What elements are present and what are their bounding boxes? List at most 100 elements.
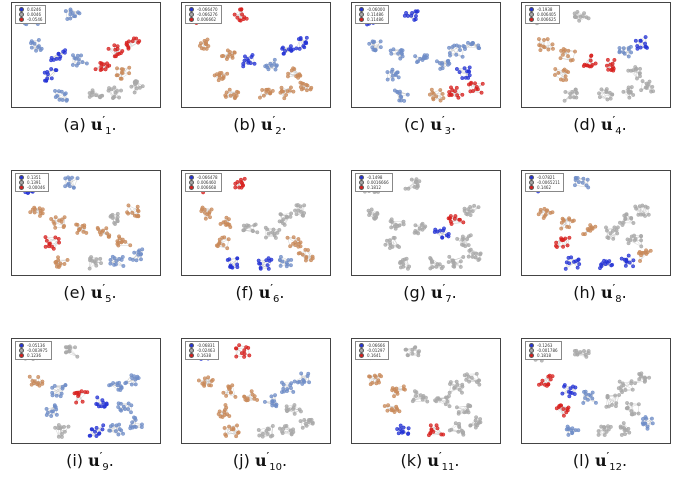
graph-node xyxy=(135,87,138,90)
graph-node xyxy=(223,408,226,411)
graph-node xyxy=(442,96,445,99)
graph-node xyxy=(278,258,281,261)
graph-node xyxy=(448,216,451,219)
graph-node xyxy=(131,39,134,42)
graph-node xyxy=(76,231,79,234)
graph-node xyxy=(602,259,605,262)
graph-node xyxy=(76,355,79,358)
graph-node xyxy=(135,259,138,262)
graph-node xyxy=(557,71,560,74)
node-cluster xyxy=(428,256,444,270)
caption-vector: u′ xyxy=(88,451,102,470)
graph-node xyxy=(204,40,207,43)
node-cluster xyxy=(634,35,649,50)
graph-node xyxy=(286,75,289,78)
graph-node xyxy=(413,185,416,188)
graph-node xyxy=(235,355,238,358)
graph-node xyxy=(113,44,116,47)
graph-node xyxy=(644,249,647,252)
graph-node xyxy=(93,430,96,433)
graph-node xyxy=(117,433,120,436)
graph-node xyxy=(606,58,609,61)
graph-node xyxy=(632,221,635,224)
graph-node xyxy=(139,252,142,255)
graph-node xyxy=(236,91,239,94)
caption-vector: u′ xyxy=(601,115,615,134)
graph-node xyxy=(243,349,246,352)
graph-node xyxy=(113,256,116,259)
graph-node xyxy=(70,176,73,179)
node-cluster xyxy=(581,223,597,235)
graph-node xyxy=(577,19,580,22)
graph-node xyxy=(289,212,292,215)
graph-node xyxy=(304,248,307,251)
graph-node xyxy=(464,212,467,215)
graph-node xyxy=(100,65,103,68)
graph-node xyxy=(233,13,236,16)
graph-node xyxy=(644,45,647,48)
graph-node xyxy=(606,98,609,101)
graph-node xyxy=(407,265,410,268)
graph-node xyxy=(67,425,70,428)
graph-node xyxy=(474,252,477,255)
node-cluster xyxy=(107,86,123,100)
graph-node xyxy=(394,72,397,75)
graph-node xyxy=(458,48,461,51)
graph-node xyxy=(439,99,442,102)
graph-node xyxy=(465,237,468,240)
graph-node xyxy=(585,184,588,187)
graph-node xyxy=(636,47,639,50)
graph-node xyxy=(53,89,56,92)
graph-node xyxy=(123,407,126,410)
graph-node xyxy=(611,93,614,96)
graph-node xyxy=(58,57,61,60)
legend-entry: 0.1462 xyxy=(529,185,560,190)
graph-node xyxy=(231,54,234,57)
graph-node xyxy=(53,222,56,225)
graph-node xyxy=(91,91,94,94)
graph-node xyxy=(94,94,97,97)
graph-node xyxy=(94,67,97,70)
legend-value: 0.1812 xyxy=(367,185,381,190)
graph-node xyxy=(305,89,308,92)
graph-node xyxy=(201,206,204,209)
graph-node xyxy=(638,67,641,70)
graph-node xyxy=(559,227,562,230)
graph-node xyxy=(274,404,277,407)
graph-node xyxy=(121,71,124,74)
graph-node xyxy=(598,95,601,98)
graph-node xyxy=(581,232,584,235)
graph-node xyxy=(36,383,39,386)
node-cluster xyxy=(455,234,472,248)
graph-node xyxy=(612,67,615,70)
graph-node xyxy=(235,257,238,260)
graph-node xyxy=(297,209,300,212)
graph-node xyxy=(453,265,456,268)
node-cluster xyxy=(125,204,140,218)
graph-node xyxy=(299,419,302,422)
graph-node xyxy=(116,382,119,385)
node-cluster xyxy=(404,345,421,357)
graph-node xyxy=(134,425,137,428)
graph-node xyxy=(111,96,114,99)
graph-node xyxy=(627,242,630,245)
graph-node xyxy=(266,263,269,266)
graph-node xyxy=(554,241,557,244)
graph-node xyxy=(624,217,627,220)
graph-node xyxy=(571,58,574,61)
graph-node xyxy=(402,99,405,102)
node-cluster xyxy=(198,38,210,51)
graph-node xyxy=(616,226,619,229)
graph-node xyxy=(282,390,285,393)
graph-node xyxy=(537,37,540,40)
graph-node xyxy=(54,68,57,71)
graph-node xyxy=(240,180,243,183)
graph-node xyxy=(55,394,58,397)
graph-node xyxy=(69,13,72,16)
graph-node xyxy=(136,205,139,208)
node-cluster xyxy=(223,424,241,438)
node-cluster xyxy=(386,68,401,81)
graph-node xyxy=(95,434,98,437)
